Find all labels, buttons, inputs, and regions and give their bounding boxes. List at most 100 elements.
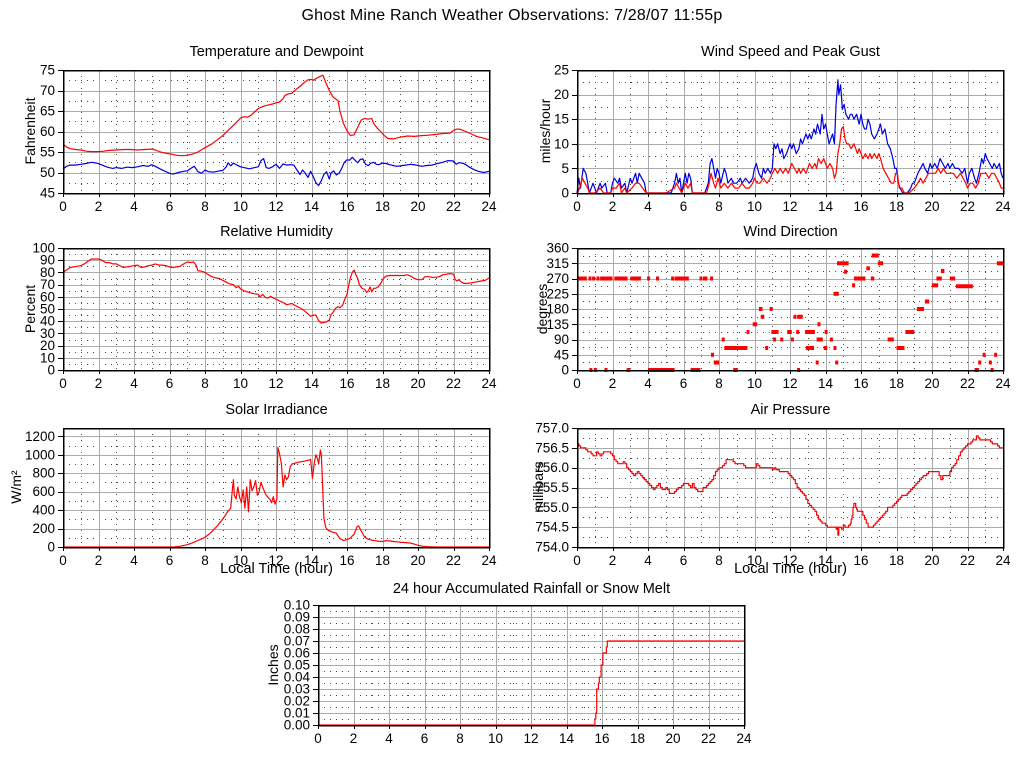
y-tick-label: 270 [546, 271, 569, 286]
x-tick-label: 18 [889, 376, 904, 391]
plot-frame [576, 69, 1005, 195]
x-tick-label: 24 [995, 376, 1011, 391]
y-tick-label: 60 [40, 124, 55, 139]
y-tick-label: 315 [546, 256, 569, 271]
y-tick-label: 20 [40, 338, 55, 353]
x-tick-label: 22 [446, 553, 461, 568]
y-tick-label: 0 [47, 363, 55, 378]
x-tick-label: 8 [201, 376, 209, 391]
y-tick-label: 0 [561, 363, 569, 378]
y-tick-label: 757.0 [535, 421, 569, 436]
y-tick-label: 180 [546, 302, 569, 317]
y-tick-label: 754.5 [535, 520, 569, 535]
y-tick-label: 70 [40, 83, 55, 98]
y-tick-label: 0.09 [284, 610, 310, 625]
y-tick-label: 755.0 [535, 500, 569, 515]
y-tick-label: 20 [554, 87, 569, 102]
x-tick-label: 4 [644, 199, 652, 214]
plot-frame [576, 247, 1005, 372]
y-tick-label: 50 [40, 302, 55, 317]
x-tick-label: 14 [559, 731, 575, 746]
x-tick-label: 0 [59, 199, 67, 214]
x-tick-label: 6 [166, 376, 174, 391]
x-tick-label: 20 [924, 376, 939, 391]
x-tick-label: 18 [889, 553, 904, 568]
plot-frame [317, 604, 746, 727]
x-tick-label: 20 [665, 731, 680, 746]
x-tick-label: 6 [680, 376, 688, 391]
x-tick-label: 14 [304, 376, 320, 391]
y-tick-label: 100 [32, 241, 55, 256]
y-tick-label: 0.02 [284, 694, 310, 709]
x-tick-label: 16 [594, 731, 609, 746]
x-tick-label: 14 [818, 199, 834, 214]
x-tick-label: 18 [375, 376, 390, 391]
x-tick-label: 2 [609, 553, 617, 568]
x-tick-label: 10 [488, 731, 503, 746]
x-tick-label: 12 [268, 199, 283, 214]
y-tick-label: 360 [546, 241, 569, 256]
x-tick-label: 24 [736, 731, 752, 746]
x-tick-label: 24 [481, 553, 497, 568]
x-tick-label: 8 [201, 199, 209, 214]
y-tick-label: 50 [40, 165, 55, 180]
x-tick-label: 4 [130, 553, 138, 568]
y-tick-label: 755.5 [535, 480, 569, 495]
y-tick-label: 5 [561, 161, 569, 176]
y-tick-label: 800 [32, 466, 55, 481]
x-tick-label: 0 [59, 376, 67, 391]
y-tick-label: 0.00 [284, 718, 310, 733]
x-tick-label: 24 [481, 376, 497, 391]
y-tick-label: 0.10 [284, 598, 310, 613]
x-tick-label: 20 [924, 199, 939, 214]
series-temperature [62, 74, 490, 157]
x-tick-label: 2 [609, 376, 617, 391]
x-tick-label: 4 [130, 199, 138, 214]
plot-frame [576, 427, 1005, 549]
x-tick-label: 6 [680, 199, 688, 214]
x-tick-label: 0 [573, 199, 581, 214]
y-tick-label: 0 [561, 186, 569, 201]
x-tick-label: 10 [233, 553, 248, 568]
x-tick-label: 10 [747, 376, 762, 391]
chart-title: 24 hour Accumulated Rainfall or Snow Mel… [392, 581, 671, 597]
chart-title: Solar Irradiance [225, 402, 328, 418]
x-tick-label: 14 [304, 199, 320, 214]
y-tick-label: 0.05 [284, 658, 310, 673]
x-tick-label: 22 [960, 199, 975, 214]
y-tick-label: 0.06 [284, 646, 310, 661]
x-tick-label: 6 [166, 553, 174, 568]
y-tick-label: 90 [40, 253, 55, 268]
series-relative_humidity [62, 258, 490, 324]
y-tick-label: 135 [546, 317, 569, 332]
x-tick-label: 12 [782, 553, 797, 568]
y-tick-label: 0.04 [284, 670, 311, 685]
x-tick-label: 2 [609, 199, 617, 214]
chart-title: Wind Direction [743, 224, 838, 240]
plot-relative-humidity: 0 2 4 6 8 10 12 14 16 18 20 22 240102030405060708090… [32, 241, 497, 392]
y-tick-label: 600 [32, 484, 55, 499]
x-tick-label: 10 [233, 376, 248, 391]
x-tick-label: 4 [385, 731, 393, 746]
series-accumulated_precip [318, 640, 744, 726]
x-tick-label: 8 [715, 199, 723, 214]
plot-air-pressure: 0 2 4 6 8 10 12 14 16 18 20 22 24754.0754.5755.0755.… [535, 421, 1011, 569]
y-tick-label: 200 [32, 521, 55, 536]
x-tick-label: 4 [644, 553, 652, 568]
y-tick-label: 70 [40, 277, 55, 292]
x-tick-label: 4 [130, 376, 138, 391]
chart-title: Wind Speed and Peak Gust [701, 44, 880, 60]
x-tick-label: 14 [818, 376, 834, 391]
y-tick-label: 10 [40, 350, 55, 365]
chart-title: Air Pressure [750, 402, 831, 418]
x-tick-label: 2 [95, 553, 103, 568]
x-tick-label: 8 [715, 553, 723, 568]
y-tick-label: 75 [40, 63, 55, 78]
chart-title: Relative Humidity [220, 224, 333, 240]
x-tick-label: 20 [410, 376, 425, 391]
series-dewpoint [62, 156, 490, 187]
x-tick-label: 20 [410, 199, 425, 214]
y-tick-label: 40 [40, 314, 55, 329]
x-tick-label: 12 [523, 731, 538, 746]
